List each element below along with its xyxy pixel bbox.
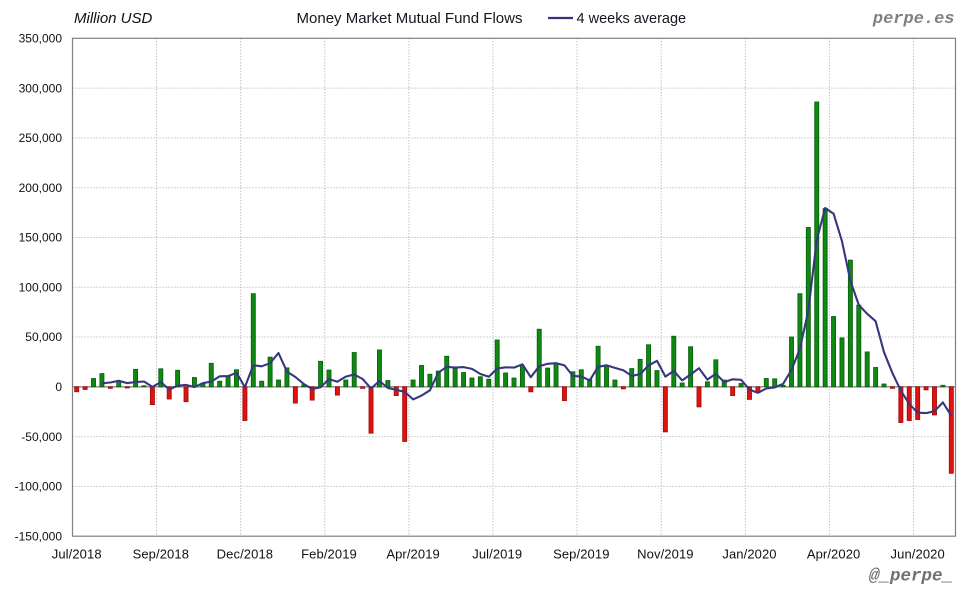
svg-text:50,000: 50,000 bbox=[25, 330, 62, 344]
svg-text:Million USD: Million USD bbox=[74, 10, 153, 27]
svg-text:Jul/2018: Jul/2018 bbox=[52, 547, 102, 562]
svg-text:Sep/2019: Sep/2019 bbox=[553, 547, 609, 562]
svg-text:200,000: 200,000 bbox=[19, 181, 63, 195]
svg-text:100,000: 100,000 bbox=[19, 281, 63, 295]
svg-text:250,000: 250,000 bbox=[19, 131, 63, 145]
svg-text:perpe.es: perpe.es bbox=[872, 10, 955, 29]
svg-text:Money Market Mutual Fund Flows: Money Market Mutual Fund Flows bbox=[297, 10, 523, 27]
svg-text:4 weeks average: 4 weeks average bbox=[577, 11, 687, 27]
svg-text:0: 0 bbox=[55, 380, 62, 394]
svg-text:Jan/2020: Jan/2020 bbox=[722, 547, 776, 562]
svg-text:150,000: 150,000 bbox=[19, 231, 63, 245]
svg-text:Dec/2018: Dec/2018 bbox=[217, 547, 273, 562]
svg-text:Sep/2018: Sep/2018 bbox=[133, 547, 189, 562]
svg-text:350,000: 350,000 bbox=[19, 32, 63, 46]
svg-text:Nov/2019: Nov/2019 bbox=[637, 547, 693, 562]
svg-text:-100,000: -100,000 bbox=[15, 480, 63, 494]
svg-text:-50,000: -50,000 bbox=[21, 430, 62, 444]
svg-text:@_perpe_: @_perpe_ bbox=[869, 567, 953, 587]
svg-text:300,000: 300,000 bbox=[19, 81, 63, 95]
svg-text:Apr/2019: Apr/2019 bbox=[386, 547, 440, 562]
svg-text:Apr/2020: Apr/2020 bbox=[807, 547, 861, 562]
svg-text:Jun/2020: Jun/2020 bbox=[891, 547, 945, 562]
svg-text:Jul/2019: Jul/2019 bbox=[472, 547, 522, 562]
svg-text:Feb/2019: Feb/2019 bbox=[301, 547, 357, 562]
svg-text:-150,000: -150,000 bbox=[15, 529, 63, 543]
